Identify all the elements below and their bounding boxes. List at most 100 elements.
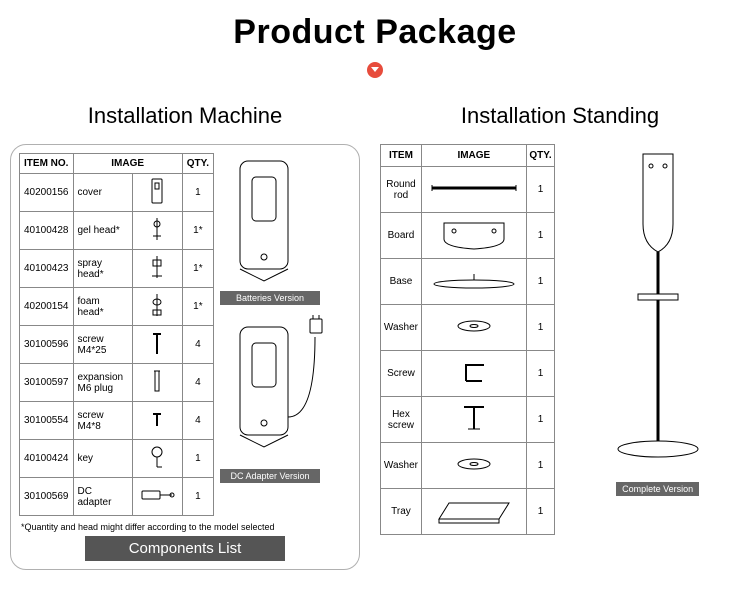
cell-image (421, 305, 526, 351)
th-image: IMAGE (73, 154, 182, 174)
cell-qty: 1 (526, 213, 555, 259)
cell-image (421, 489, 526, 535)
cell-image (132, 174, 182, 212)
cell-qty: 1* (182, 288, 213, 326)
cell-name: foam head* (73, 288, 132, 326)
table-row: 40100424key1 (20, 440, 214, 478)
caption-battery: Batteries Version (220, 291, 320, 305)
cell-qty: 1 (526, 259, 555, 305)
stand-figure: Complete Version (575, 144, 740, 497)
dispenser-battery: Batteries Version (220, 159, 340, 305)
cell-name: key (73, 440, 132, 478)
cell-name: cover (73, 174, 132, 212)
cell-image (421, 167, 526, 213)
table-row: 40100428gel head* 1* (20, 212, 214, 250)
footnote: *Quantity and head might differ accordin… (21, 522, 351, 532)
cell-itemno: 30100597 (20, 364, 74, 402)
machine-table: ITEM NO. IMAGE QTY. 40200156cover1401004… (19, 153, 214, 516)
table-row: 40200154foam head* 1* (20, 288, 214, 326)
columns: Installation Machine ITEM NO. IMAGE QTY.… (10, 103, 740, 570)
cell-name: screw M4*25 (73, 326, 132, 364)
th-image2: IMAGE (421, 145, 526, 167)
cell-qty: 4 (182, 364, 213, 402)
th-qty2: QTY. (526, 145, 555, 167)
cell-qty: 1 (182, 478, 213, 516)
right-heading: Installation Standing (380, 103, 740, 129)
cell-image (132, 478, 182, 516)
table-row: 30100596screw M4*25 4 (20, 326, 214, 364)
cell-qty: 1 (526, 489, 555, 535)
table-row: 30100597expansion M6 plug 4 (20, 364, 214, 402)
page-title: Product Package (10, 13, 740, 52)
cell-image (132, 288, 182, 326)
complete-stand-icon (603, 144, 713, 474)
cell-image (132, 326, 182, 364)
cell-item: Screw (381, 351, 422, 397)
page: Product Package Installation Machine ITE… (0, 0, 750, 590)
cell-name: spray head* (73, 250, 132, 288)
cell-image (132, 402, 182, 440)
th-qty: QTY. (182, 154, 213, 174)
standing-table: ITEM IMAGE QTY. Round rod1Board1Base1Was… (380, 144, 555, 535)
cell-item: Hex screw (381, 397, 422, 443)
cell-itemno: 30100596 (20, 326, 74, 364)
cell-qty: 1 (182, 174, 213, 212)
cell-qty: 1* (182, 212, 213, 250)
cell-name: screw M4*8 (73, 402, 132, 440)
cell-itemno: 40100428 (20, 212, 74, 250)
dispenser-battery-icon (220, 159, 320, 289)
cell-itemno: 40200154 (20, 288, 74, 326)
dispenser-dc-icon (220, 317, 340, 467)
cell-qty: 4 (182, 402, 213, 440)
table-row: Base 1 (381, 259, 555, 305)
right-column: Installation Standing ITEM IMAGE QTY. Ro… (380, 103, 740, 535)
cell-qty: 1 (526, 443, 555, 489)
caption-dc: DC Adapter Version (220, 469, 320, 483)
table-row: Round rod1 (381, 167, 555, 213)
cell-itemno: 30100569 (20, 478, 74, 516)
left-heading: Installation Machine (10, 103, 360, 129)
title-decoration (10, 62, 740, 83)
cell-item: Base (381, 259, 422, 305)
cell-qty: 1 (526, 305, 555, 351)
left-panel: ITEM NO. IMAGE QTY. 40200156cover1401004… (10, 144, 360, 570)
table-row: 30100569DC adapter 1 (20, 478, 214, 516)
cell-item: Tray (381, 489, 422, 535)
cell-image (421, 259, 526, 305)
th-item: ITEM (381, 145, 422, 167)
cell-qty: 1 (182, 440, 213, 478)
table-row: Tray 1 (381, 489, 555, 535)
cell-name: DC adapter (73, 478, 132, 516)
cell-image (132, 250, 182, 288)
cell-qty: 1* (182, 250, 213, 288)
cell-image (421, 213, 526, 259)
table-row: 30100554screw M4*8 4 (20, 402, 214, 440)
table-row: Board 1 (381, 213, 555, 259)
cell-image (132, 440, 182, 478)
table-row: 40100423spray head*1* (20, 250, 214, 288)
components-label: Components List (85, 536, 285, 561)
cell-name: expansion M6 plug (73, 364, 132, 402)
dispenser-figures: Batteries Version (220, 153, 340, 483)
cell-itemno: 30100554 (20, 402, 74, 440)
cell-image (421, 397, 526, 443)
cell-item: Board (381, 213, 422, 259)
cell-qty: 4 (182, 326, 213, 364)
cell-item: Washer (381, 443, 422, 489)
cell-item: Washer (381, 305, 422, 351)
cell-item: Round rod (381, 167, 422, 213)
cell-image (421, 443, 526, 489)
cell-name: gel head* (73, 212, 132, 250)
cell-qty: 1 (526, 351, 555, 397)
table-row: 40200156cover 1 (20, 174, 214, 212)
table-row: Washer 1 (381, 443, 555, 489)
table-row: Hex screw 1 (381, 397, 555, 443)
left-column: Installation Machine ITEM NO. IMAGE QTY.… (10, 103, 360, 570)
dispenser-dc: DC Adapter Version (220, 317, 340, 483)
caption-complete: Complete Version (616, 482, 699, 496)
cell-image (132, 364, 182, 402)
cell-qty: 1 (526, 397, 555, 443)
cell-itemno: 40200156 (20, 174, 74, 212)
cell-image (132, 212, 182, 250)
table-row: Washer 1 (381, 305, 555, 351)
